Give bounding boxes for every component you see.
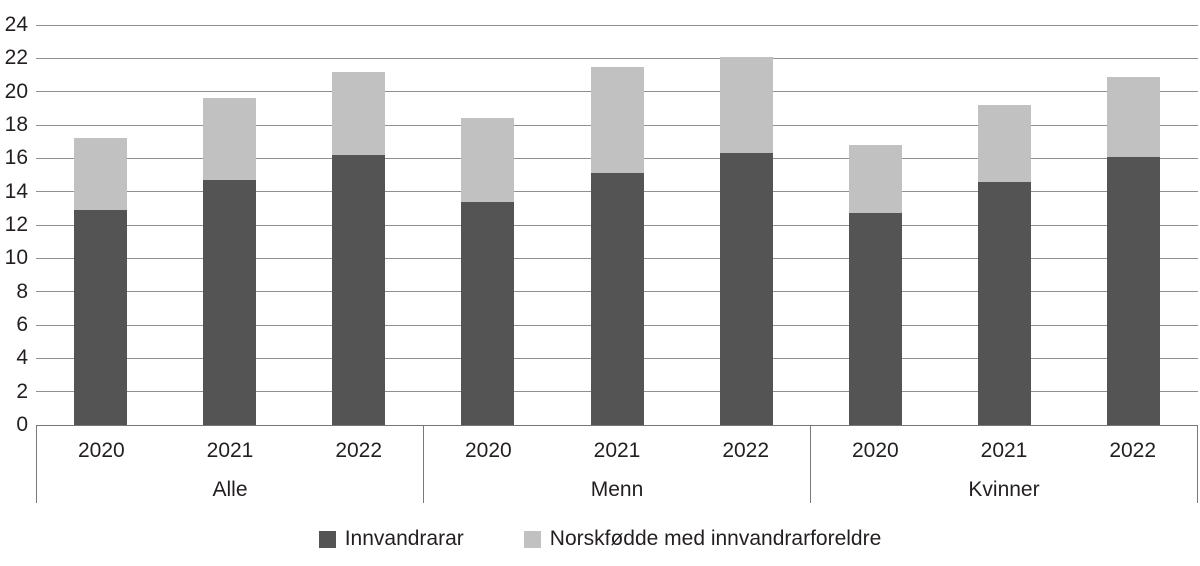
- y-tick-label: 8: [16, 279, 28, 303]
- bar-segment-innvandrarar-kvinner-2022: [1106, 156, 1160, 425]
- bar-segment-norskfodde-menn-2021: [590, 66, 644, 174]
- x-axis: 2020 2021 2022 Alle 2020 2021 2022 Menn …: [36, 425, 1198, 503]
- x-group-menn: 2020 2021 2022 Menn: [423, 425, 810, 503]
- year-label: 2022: [722, 439, 770, 462]
- bar-segment-innvandrarar-kvinner-2020: [848, 213, 902, 425]
- year-label: 2022: [1109, 439, 1157, 462]
- y-tick-label: 24: [4, 13, 28, 36]
- bar-segment-norskfodde-menn-2020: [461, 118, 515, 202]
- gridline: [36, 57, 1198, 59]
- group-label-kvinner: Kvinner: [968, 478, 1040, 501]
- x-group-kvinner: 2020 2021 2022 Kvinner: [810, 425, 1198, 503]
- bar-segment-norskfodde-kvinner-2021: [977, 105, 1031, 182]
- bar-segment-innvandrarar-alle-2020: [74, 210, 128, 425]
- year-label: 2021: [593, 439, 641, 462]
- y-tick-label: 4: [16, 346, 28, 370]
- gridline: [36, 24, 1198, 26]
- year-label: 2020: [464, 439, 512, 462]
- y-tick-label: 10: [4, 246, 28, 270]
- legend-label-innvandrarar: Innvandrarar: [344, 527, 464, 550]
- y-tick-label: 14: [4, 179, 28, 203]
- year-labels-row: 2020 2021 2022: [424, 425, 810, 477]
- y-tick-label: 16: [4, 146, 28, 170]
- bar-segment-innvandrarar-alle-2021: [203, 180, 257, 425]
- legend-item-norskfodde: Norskfødde med innvandrarforeldre: [523, 527, 882, 551]
- legend: Innvandrarar Norskfødde med innvandrarfo…: [0, 526, 1200, 552]
- bar-segment-norskfodde-menn-2022: [719, 56, 773, 154]
- year-label: 2020: [851, 439, 899, 462]
- y-tick-label: 22: [4, 46, 28, 70]
- y-tick-label: 6: [16, 313, 28, 336]
- legend-item-innvandrarar: Innvandrarar: [318, 527, 464, 551]
- bar-segment-innvandrarar-alle-2022: [332, 155, 386, 425]
- bar-segment-innvandrarar-menn-2021: [590, 173, 644, 425]
- bar-segment-innvandrarar-menn-2020: [461, 201, 515, 425]
- year-label: 2021: [206, 439, 254, 462]
- bar-segment-norskfodde-alle-2022: [332, 71, 386, 155]
- y-tick-label: 20: [4, 79, 28, 103]
- bar-segment-norskfodde-kvinner-2020: [848, 145, 902, 214]
- year-labels-row: 2020 2021 2022: [811, 425, 1197, 477]
- year-label: 2021: [980, 439, 1028, 462]
- bar-segment-norskfodde-alle-2020: [74, 138, 128, 210]
- legend-swatch-light-icon: [523, 530, 541, 548]
- group-label-alle: Alle: [212, 478, 248, 501]
- year-label: 2020: [77, 439, 125, 462]
- gridline: [36, 424, 1198, 426]
- group-label-menn: Menn: [590, 478, 644, 501]
- bar-segment-innvandrarar-kvinner-2021: [977, 181, 1031, 425]
- y-tick-label: 12: [4, 213, 28, 236]
- y-tick-label: 18: [4, 113, 28, 136]
- y-tick-label: 2: [16, 379, 28, 403]
- bar-segment-norskfodde-alle-2021: [203, 98, 257, 180]
- y-tick-label: 0: [16, 413, 28, 436]
- legend-label-norskfodde: Norskfødde med innvandrarforeldre: [549, 527, 882, 550]
- legend-swatch-dark-icon: [318, 530, 336, 548]
- year-label: 2022: [335, 439, 383, 462]
- x-group-alle: 2020 2021 2022 Alle: [36, 425, 423, 503]
- year-labels-row: 2020 2021 2022: [37, 425, 423, 477]
- bar-segment-norskfodde-kvinner-2022: [1106, 76, 1160, 157]
- bar-segment-innvandrarar-menn-2022: [719, 153, 773, 425]
